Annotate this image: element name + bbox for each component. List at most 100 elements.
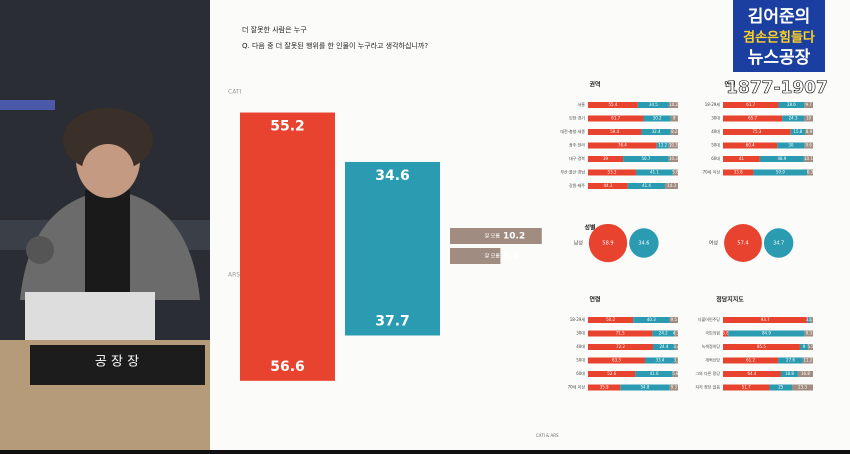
segment-value: 5.8 [722, 331, 729, 336]
segment [803, 156, 813, 162]
segment [669, 384, 678, 391]
logo-line3: 뉴스공장 [748, 48, 811, 68]
segment [643, 115, 671, 122]
logo-line1: 김어준의 [748, 7, 811, 27]
gender-bubble [588, 223, 628, 263]
slide-title: 더 잘못한 사람은 누구 [242, 25, 307, 34]
segment-value: 9.6 [805, 143, 812, 148]
segment [588, 102, 638, 108]
row-label: 70세 이상 [703, 169, 721, 175]
segment-value: 25 [778, 385, 784, 390]
segment-value: 41.4 [642, 183, 651, 188]
segment [782, 115, 804, 122]
segment-value: 63.3 [612, 358, 621, 363]
question: Q. 다음 중 더 잘못된 행위를 한 인물이 누구라고 생각하십니까? [242, 41, 428, 50]
segment-value: 30 [788, 143, 794, 148]
segment-value: 15.8 [793, 129, 802, 134]
segment-value: 6.3 [807, 170, 814, 175]
row-label: 50대 [711, 142, 720, 148]
segment-value: 9.7 [805, 102, 812, 107]
main-bar [240, 112, 335, 246]
panel-title: 연령 [589, 296, 600, 304]
segment [641, 129, 671, 135]
segment [672, 371, 678, 377]
segment-value: 55.4 [608, 102, 617, 107]
row-label: 부산·울산·경남 [560, 169, 585, 175]
segment-value: 13.2 [658, 143, 667, 148]
ars-label: ARS [228, 272, 240, 279]
segment-value: 85.5 [757, 344, 766, 349]
segment [799, 344, 809, 350]
segment [807, 169, 813, 176]
main-bar [345, 161, 440, 245]
cati-label: CATI [228, 89, 241, 96]
segment [637, 102, 669, 108]
segment-value: 34.5 [649, 102, 658, 107]
segment [810, 317, 813, 323]
segment [804, 330, 813, 337]
segment-value: 44.3 [603, 183, 612, 188]
segment-value: 5.8 [672, 371, 679, 376]
host-shirt [85, 190, 130, 300]
unknown-bar [450, 248, 501, 264]
segment [778, 102, 805, 108]
segment-value: 3.3 [673, 358, 680, 363]
row-label: 인천·경기 [569, 115, 585, 121]
segment [808, 344, 813, 350]
segment [669, 317, 678, 323]
segment-value: 39 [603, 156, 609, 161]
segment [802, 357, 813, 364]
segment [627, 183, 666, 189]
segment [623, 156, 669, 162]
segment-value: 41.6 [650, 371, 659, 376]
main-value: 37.7 [375, 313, 410, 329]
row-label: 녹색정의당 [702, 343, 721, 349]
panel-title: 권역 [589, 81, 600, 89]
segment-value: 41.1 [650, 170, 659, 175]
segment [780, 371, 798, 377]
segment-value: 10.2 [669, 102, 678, 107]
segment-value: 50.7 [641, 156, 650, 161]
segment [665, 183, 678, 189]
segment-value: 10.3 [669, 156, 678, 161]
host-hair [63, 108, 153, 172]
segment [790, 129, 805, 135]
segment-value: 30.2 [653, 116, 662, 121]
segment [633, 317, 670, 323]
gender-value: 57.4 [737, 241, 748, 247]
row-label: 더불어민주당 [698, 316, 720, 322]
segment-value: 53.3 [608, 170, 617, 175]
segment [804, 115, 813, 122]
segment-value: 65.7 [748, 116, 757, 121]
segment [807, 317, 811, 323]
segment-value: 5.5 [807, 344, 814, 349]
segment-value: 9 [803, 344, 806, 349]
segment-value: 52.6 [607, 371, 616, 376]
segment-value: 64.4 [748, 371, 757, 376]
row-label: 강원·제주 [569, 182, 585, 188]
unknown-label: 잘 모름 [485, 253, 501, 260]
segment [588, 371, 636, 377]
segment [668, 156, 678, 162]
row-label: 지지 정당 없음 [695, 384, 720, 390]
main-value: 34.6 [375, 168, 410, 184]
segment-value: 3.4 [673, 344, 680, 349]
segment-value: 33.4 [656, 358, 665, 363]
segment-value: 75.3 [752, 129, 761, 134]
segment-value: 51.7 [742, 385, 751, 390]
segment [588, 330, 653, 337]
host-face-lower [82, 144, 134, 196]
segment [769, 384, 793, 391]
row-label: 50대 [576, 357, 585, 363]
segment [668, 142, 678, 149]
segment-value: 24.3 [789, 116, 798, 121]
main-bar [345, 245, 440, 336]
gender-bubble [763, 228, 794, 258]
row-label: 서울 [578, 101, 586, 107]
segment [588, 344, 653, 350]
unknown-value: 10.2 [503, 232, 525, 242]
segment-value: 61.7 [746, 102, 755, 107]
segment-value: 84.9 [762, 331, 771, 336]
logo-box [733, 0, 825, 72]
